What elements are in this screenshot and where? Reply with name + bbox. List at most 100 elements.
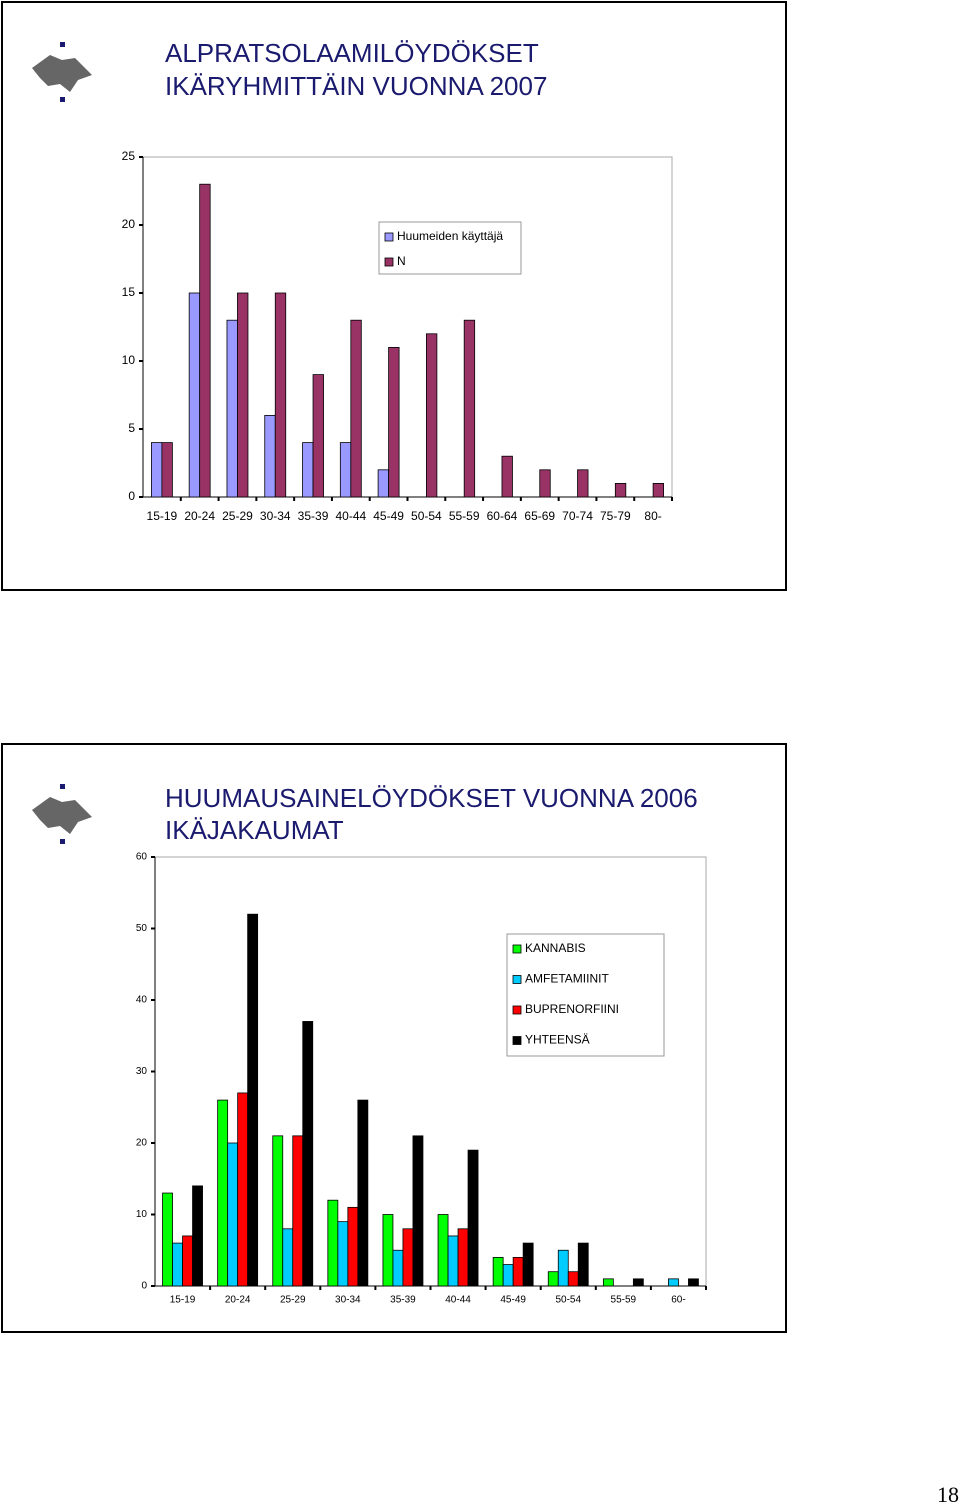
bar — [247, 913, 259, 1287]
x-tick-label: 50-54 — [555, 1295, 581, 1306]
bar — [162, 1192, 173, 1287]
bar — [172, 1242, 183, 1287]
bar — [512, 1257, 524, 1287]
bar — [547, 1271, 559, 1287]
x-tick-label: 35-39 — [390, 1295, 416, 1306]
bar — [282, 1228, 294, 1287]
y-tick-label: 40 — [136, 995, 148, 1006]
x-tick-label: 55-59 — [611, 1295, 637, 1306]
x-tick-label: 30-34 — [260, 509, 291, 523]
bar — [377, 469, 390, 498]
plot-frame — [143, 156, 673, 497]
bar — [217, 1099, 229, 1287]
bar — [192, 1185, 203, 1287]
x-tick-label: 60-64 — [487, 509, 518, 523]
bar — [539, 469, 551, 498]
x-tick-label: 80- — [644, 509, 661, 523]
legend-label: N — [397, 254, 406, 268]
bar — [392, 1249, 404, 1287]
legend-swatch — [512, 1036, 522, 1045]
x-tick-label: 15-19 — [147, 509, 178, 523]
legend-swatch — [512, 944, 522, 954]
y-tick-label: 10 — [122, 353, 136, 367]
bar — [652, 482, 665, 498]
bar — [463, 319, 476, 498]
bar — [402, 1228, 414, 1287]
chart-title: IKÄJAKAUMAT — [165, 815, 344, 845]
bar — [237, 292, 249, 498]
legend-label: AMFETAMIINIT — [525, 972, 609, 986]
legend-label: YHTEENSÄ — [525, 1033, 590, 1047]
bar — [337, 1221, 349, 1287]
bar — [467, 1149, 479, 1287]
chart-title: HUUMAUSAINELÖYDÖKSET VUONNA 2006 — [165, 783, 698, 813]
bar — [577, 469, 589, 498]
logo — [32, 42, 92, 102]
x-tick-label: 40-44 — [445, 1295, 471, 1306]
bar — [302, 1021, 314, 1287]
bar — [412, 1135, 424, 1287]
y-tick-label: 20 — [122, 217, 136, 231]
bar — [668, 1278, 679, 1287]
legend-label: Huumeiden käyttäjä — [397, 229, 503, 243]
x-tick-label: 70-74 — [562, 509, 593, 523]
plot-frame — [155, 856, 707, 1286]
y-tick-label: 0 — [141, 1281, 147, 1292]
legend-label: KANNABIS — [525, 941, 586, 955]
bar — [226, 319, 238, 498]
bar — [614, 482, 627, 498]
bar — [199, 183, 211, 498]
x-tick-label: 40-44 — [335, 509, 366, 523]
legend-swatch — [512, 1005, 522, 1015]
bar — [188, 292, 201, 498]
bar — [501, 455, 513, 498]
x-tick-label: 30-34 — [335, 1295, 361, 1306]
legend-swatch — [384, 257, 394, 267]
y-tick-label: 15 — [122, 285, 136, 299]
slide-frame — [1, 743, 787, 1333]
bar — [237, 1092, 249, 1287]
y-tick-label: 20 — [136, 1138, 148, 1149]
bar — [492, 1257, 504, 1287]
y-tick-label: 60 — [136, 852, 148, 863]
bar — [602, 1278, 614, 1287]
bar — [274, 292, 287, 498]
bar — [292, 1135, 304, 1287]
page-number: 18 — [937, 1482, 959, 1507]
x-tick-label: 25-29 — [280, 1295, 306, 1306]
bar — [688, 1278, 699, 1287]
y-tick-label: 25 — [122, 149, 136, 163]
x-tick-label: 45-49 — [373, 509, 404, 523]
x-tick-label: 65-69 — [524, 509, 555, 523]
y-tick-label: 5 — [128, 421, 135, 435]
bar — [182, 1235, 193, 1287]
bar — [567, 1271, 579, 1287]
bar — [302, 442, 314, 498]
bar — [350, 319, 362, 498]
bar — [447, 1235, 459, 1287]
bar — [388, 346, 400, 498]
bar — [557, 1249, 569, 1287]
bar — [502, 1264, 514, 1287]
y-tick-label: 10 — [136, 1209, 148, 1220]
x-tick-label: 20-24 — [184, 509, 215, 523]
bar — [347, 1206, 359, 1287]
bar — [272, 1135, 284, 1287]
legend-box — [378, 221, 522, 275]
bar — [425, 333, 438, 498]
x-tick-label: 25-29 — [222, 509, 253, 523]
legend-box — [506, 933, 665, 1057]
x-tick-label: 60- — [671, 1295, 685, 1306]
bar — [264, 414, 276, 498]
bar — [632, 1278, 644, 1287]
bar — [437, 1214, 449, 1287]
x-tick-label: 15-19 — [170, 1295, 196, 1306]
x-tick-label: 35-39 — [298, 509, 329, 523]
chart-title: IKÄRYHMITTÄIN VUONNA 2007 — [165, 71, 547, 101]
y-tick-label: 50 — [136, 923, 148, 934]
legend-swatch — [384, 232, 394, 242]
x-tick-label: 45-49 — [500, 1295, 526, 1306]
bar — [577, 1242, 589, 1287]
legend-swatch — [512, 975, 522, 984]
